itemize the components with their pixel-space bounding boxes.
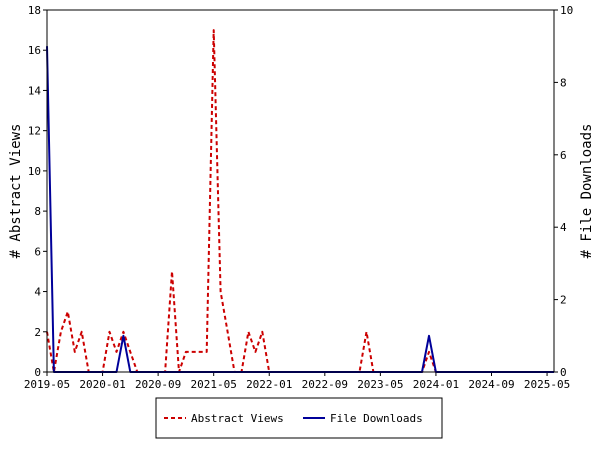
legend-label-file-downloads: File Downloads xyxy=(330,412,423,425)
y-tick-label: 0 xyxy=(34,366,41,379)
y2-tick-label: 10 xyxy=(560,4,573,17)
y-tick-label: 4 xyxy=(34,286,41,299)
x-tick-label: 2020-01 xyxy=(79,378,125,391)
y2-axis-title: # File Downloads xyxy=(579,124,595,259)
legend-box xyxy=(155,397,443,439)
y-tick-label: 18 xyxy=(28,4,41,17)
y2-tick-label: 0 xyxy=(560,366,567,379)
y-axis-title: # Abstract Views xyxy=(8,124,24,259)
y2-tick-label: 2 xyxy=(560,294,567,307)
y-tick-label: 8 xyxy=(34,205,41,218)
x-tick-label: 2023-05 xyxy=(357,378,403,391)
legend-label-abstract-views: Abstract Views xyxy=(191,412,284,425)
x-tick-label: 2022-09 xyxy=(302,378,348,391)
plot-frame xyxy=(46,9,555,373)
x-tick-label: 2025-05 xyxy=(524,378,570,391)
y2-tick-label: 4 xyxy=(560,221,567,234)
y2-tick-label: 6 xyxy=(560,149,567,162)
y-tick-label: 10 xyxy=(28,165,41,178)
y-tick-label: 6 xyxy=(34,245,41,258)
legend: Abstract Views File Downloads xyxy=(155,397,443,439)
y-tick-label: 2 xyxy=(34,326,41,339)
x-tick-label: 2020-09 xyxy=(135,378,181,391)
y-tick-label: 16 xyxy=(28,44,41,57)
y-tick-label: 14 xyxy=(28,84,42,97)
x-tick-label: 2021-05 xyxy=(191,378,237,391)
x-tick-label: 2022-01 xyxy=(246,378,292,391)
series-line-abstract-views xyxy=(46,29,554,373)
x-tick-label: 2024-09 xyxy=(468,378,514,391)
series-line-file-downloads xyxy=(46,46,554,373)
x-tick-label: 2019-05 xyxy=(24,378,70,391)
x-tick-label: 2024-01 xyxy=(413,378,459,391)
y-tick-label: 12 xyxy=(28,125,41,138)
y2-tick-label: 8 xyxy=(560,76,567,89)
